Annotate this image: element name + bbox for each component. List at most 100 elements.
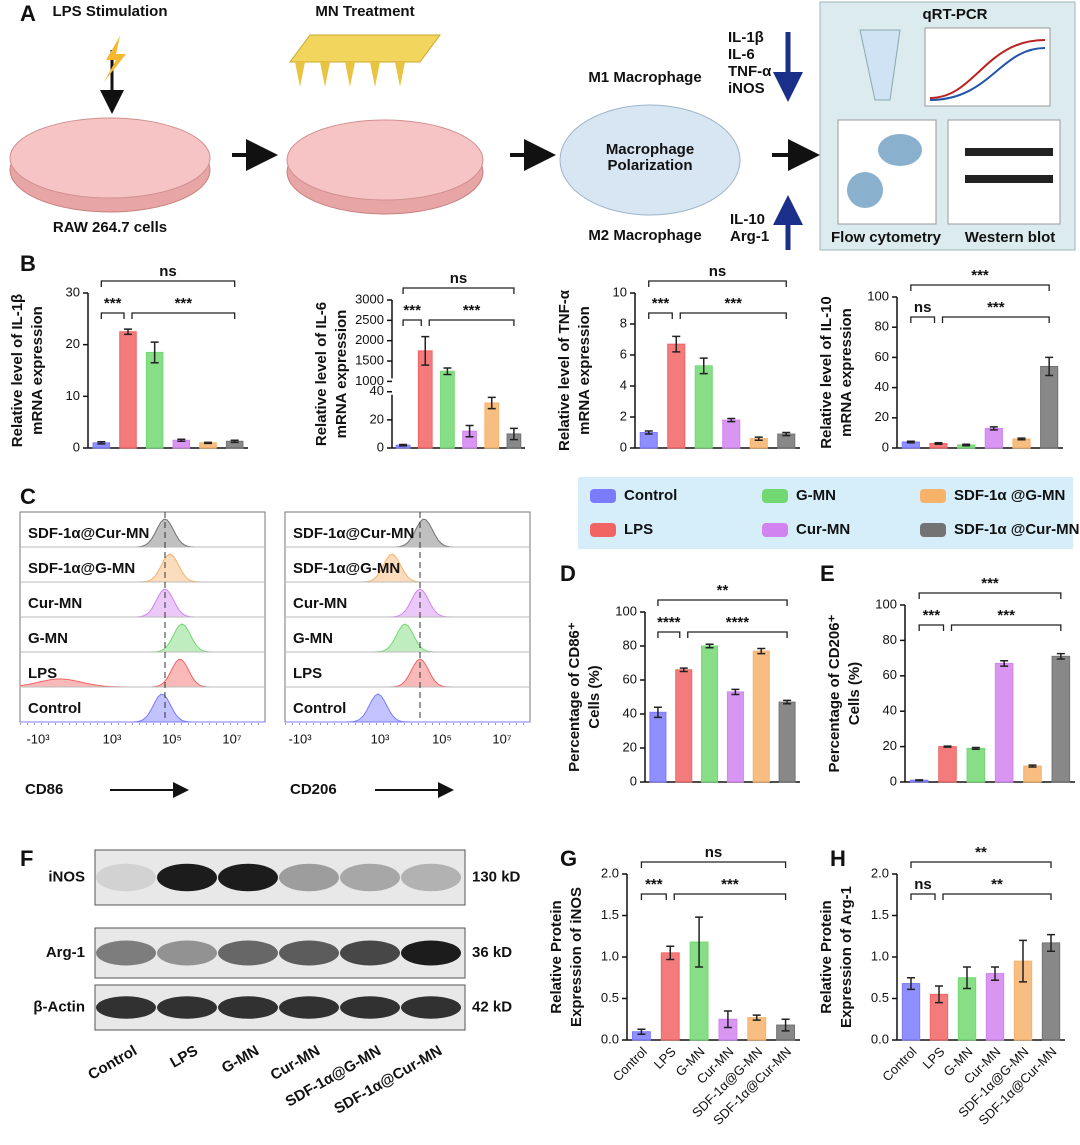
error-bar — [97, 441, 106, 445]
significance-label: ns — [159, 263, 177, 280]
blot-band — [279, 863, 339, 892]
microneedle-patch — [289, 34, 441, 63]
row-label: SDF-1α@Cur-MN — [28, 525, 149, 542]
m1-label: M1 Macrophage — [588, 69, 701, 86]
error-bar — [915, 779, 924, 782]
m1-marker: TNF-α — [728, 63, 772, 80]
significance-bracket — [100, 280, 236, 287]
blot-band — [157, 940, 217, 966]
significance-label: ** — [975, 844, 987, 861]
x-label: CD86 — [25, 781, 63, 798]
blot-band — [340, 940, 400, 966]
error-bar — [1000, 660, 1009, 667]
dish-top — [9, 117, 211, 199]
y-tick-label: 0 — [73, 439, 80, 454]
flow-box — [837, 119, 937, 225]
blot-band — [279, 940, 339, 966]
error-bar — [204, 441, 212, 445]
row-label: LPS — [293, 665, 322, 682]
x-tick-label: -10³ — [26, 731, 50, 746]
y-axis-label: Expression of Arg-1 — [838, 886, 855, 1028]
blot-band — [279, 996, 339, 1019]
bar — [1023, 765, 1042, 783]
row-label: Control — [293, 700, 346, 717]
m2-marker: IL-10 — [730, 211, 765, 228]
x-tick-label: Control — [879, 1044, 919, 1084]
y-tick-label: 1000 — [355, 373, 384, 388]
y-tick-label: 40 — [875, 379, 889, 394]
row-label: G-MN — [28, 630, 68, 647]
panel-label: C — [20, 484, 36, 509]
y-axis-label: Relative level of IL-10 — [818, 296, 835, 449]
y-axis-label: Cells (%) — [846, 662, 863, 725]
bar — [726, 691, 744, 783]
x-tick-label: 10⁵ — [432, 731, 452, 746]
error-bar — [727, 417, 736, 423]
row-label: LPS — [28, 665, 57, 682]
error-bar — [653, 706, 662, 719]
error-bar — [989, 426, 998, 431]
lane-label: Control — [85, 1042, 140, 1083]
bar — [1051, 655, 1071, 783]
y-tick-label: 20 — [623, 739, 637, 754]
bar — [440, 370, 455, 449]
bar — [667, 343, 686, 449]
bar — [701, 645, 719, 783]
significance-label: *** — [104, 295, 122, 312]
significance-label: ns — [705, 844, 723, 861]
y-axis-label: Percentage of CD206⁺ — [826, 614, 843, 772]
cells-label: RAW 264.7 cells — [53, 219, 167, 236]
x-tick-label: Control — [610, 1044, 650, 1084]
significance-label: ns — [914, 299, 932, 316]
significance-label: *** — [971, 267, 989, 284]
error-bar — [644, 430, 653, 435]
error-bar — [731, 688, 740, 696]
y-tick-label: 20 — [66, 336, 80, 351]
y-axis-label: mRNA expression — [838, 308, 855, 437]
y-tick-label: 4 — [620, 377, 627, 392]
step-label: LPS Stimulation — [52, 3, 167, 20]
panel-label: H — [830, 846, 846, 871]
panel-label: D — [560, 561, 576, 586]
y-tick-label: 0 — [377, 439, 384, 454]
bar — [938, 746, 957, 783]
bar — [984, 427, 1003, 449]
significance-bracket — [402, 287, 515, 294]
bar — [660, 952, 680, 1041]
y-tick-label: 1.5 — [871, 907, 889, 922]
significance-label: *** — [997, 607, 1015, 624]
significance-bracket — [918, 624, 945, 631]
panel-label: G — [560, 846, 577, 871]
significance-bracket — [640, 893, 667, 900]
significance-label: **** — [726, 614, 750, 631]
blot-band — [401, 996, 461, 1019]
significance-bracket — [918, 592, 1062, 599]
significance-label: *** — [403, 302, 421, 319]
legend-label: G-MN — [796, 487, 836, 504]
significance-label: **** — [657, 614, 681, 631]
y-axis-label: Relative level of IL-1β — [9, 294, 26, 447]
error-bar — [971, 746, 980, 751]
bar — [901, 983, 921, 1041]
error-bar — [781, 1018, 790, 1032]
y-tick-label: 1500 — [355, 352, 384, 367]
significance-bracket — [131, 312, 236, 319]
y-tick-label: 20 — [883, 738, 897, 753]
row-label: SDF-1α@G-MN — [293, 560, 400, 577]
error-bar — [679, 667, 688, 673]
significance-label: *** — [463, 302, 481, 319]
blot-band — [157, 996, 217, 1019]
significance-label: ** — [717, 582, 729, 599]
y-axis-label: Relative Protein — [548, 900, 565, 1013]
polarization-label: Macrophage — [606, 141, 694, 158]
error-bar — [1047, 933, 1055, 952]
y-tick-label: 0 — [620, 439, 627, 454]
size-label: 36 kD — [472, 944, 512, 961]
blot-band — [96, 863, 156, 892]
y-tick-label: 10 — [66, 388, 80, 403]
tube-icon — [859, 29, 901, 101]
significance-bracket — [687, 631, 788, 638]
bar — [966, 747, 986, 783]
legend-box — [578, 477, 1073, 549]
error-bar — [783, 699, 792, 705]
